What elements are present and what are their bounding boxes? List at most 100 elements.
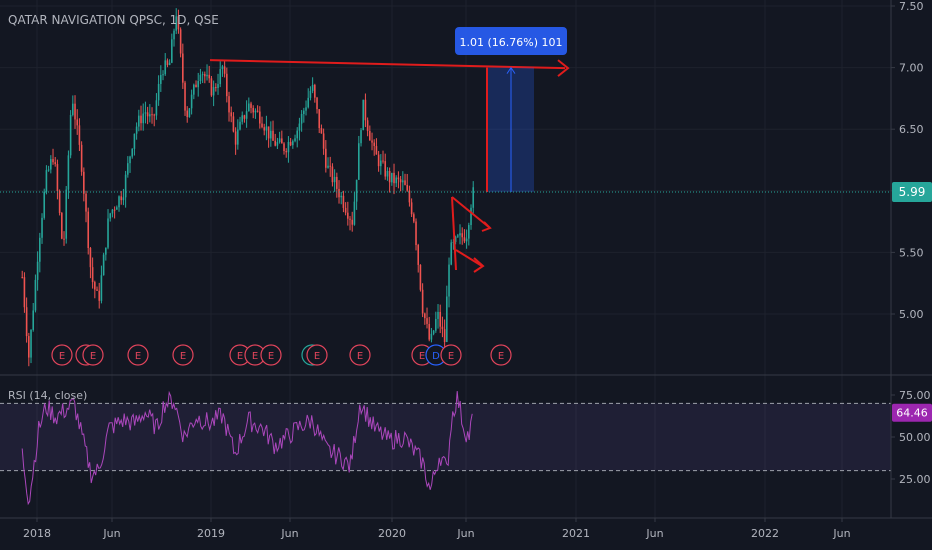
candle-body — [102, 254, 105, 276]
candle-body — [76, 119, 79, 126]
rsi-polyline — [21, 390, 473, 506]
last-price-badge — [892, 182, 932, 203]
earnings-marker-label: E — [357, 351, 363, 362]
candle-body — [325, 148, 327, 168]
candle-body — [391, 172, 393, 183]
candle-body — [52, 159, 54, 163]
candle-body — [338, 188, 340, 198]
candle-body — [281, 138, 283, 144]
measure-tool — [486, 66, 534, 193]
candle-body — [195, 84, 197, 88]
wedge-left-line — [451, 196, 457, 271]
candle-body — [265, 126, 268, 131]
candle-body — [435, 318, 437, 331]
candle-body — [283, 143, 285, 152]
candle-body — [248, 103, 250, 112]
candle-body — [468, 225, 470, 239]
candle-body — [32, 310, 35, 330]
candle-body — [21, 277, 24, 279]
candle-body — [30, 329, 32, 358]
candle-body — [100, 275, 103, 301]
candle-body — [362, 99, 365, 131]
candle-body — [270, 130, 272, 139]
resistance-arrow-line — [209, 59, 570, 77]
candle-body — [426, 318, 428, 324]
candle-body — [267, 126, 270, 139]
candle-body — [369, 130, 371, 141]
candle-body — [45, 170, 48, 192]
candle-body — [364, 99, 367, 121]
candle-body — [366, 120, 369, 131]
candle-body — [342, 195, 345, 208]
candle-body — [397, 177, 400, 180]
candle-body — [318, 109, 321, 129]
time-tick-label: 2018 — [23, 527, 51, 540]
candle-body — [212, 87, 215, 96]
price-tick-label: 6.50 — [899, 123, 924, 136]
candle-body — [179, 29, 182, 54]
candle-body — [296, 130, 299, 139]
candle-body — [107, 218, 109, 248]
candle-body — [386, 170, 389, 177]
candle-body — [56, 164, 59, 191]
candle-body — [470, 207, 472, 226]
candle-body — [232, 116, 235, 132]
candle-body — [327, 165, 329, 168]
candle-body — [263, 127, 266, 131]
earnings-marker — [127, 344, 149, 366]
resistance-line — [209, 59, 566, 70]
candle-body — [133, 133, 136, 149]
candle-body — [358, 143, 360, 180]
candle-body — [43, 191, 46, 218]
earnings-marker — [440, 344, 462, 366]
candle-body — [184, 82, 186, 111]
candle-body — [197, 81, 200, 88]
candle-body — [347, 212, 349, 219]
candle-body — [63, 238, 65, 240]
candle-body — [186, 110, 189, 118]
candle-body — [61, 212, 63, 239]
candlestick-series — [21, 8, 475, 367]
candle-body — [58, 190, 61, 213]
earnings-marker — [82, 344, 104, 366]
candle-body — [217, 84, 219, 89]
candle-body — [437, 311, 439, 319]
candle-body — [208, 74, 211, 79]
candle-body — [131, 148, 134, 157]
candle-body — [245, 111, 248, 119]
candle-body — [322, 133, 325, 149]
candle-body — [259, 111, 261, 124]
earnings-marker-label: E — [90, 351, 96, 362]
candle-body — [47, 169, 50, 171]
candle-body — [215, 87, 217, 89]
candle-body — [377, 154, 380, 167]
earnings-marker-label: E — [252, 351, 258, 362]
rsi-line — [21, 390, 473, 506]
wedge-pattern-arrows — [451, 196, 492, 273]
candle-body — [373, 142, 376, 146]
candle-body — [272, 130, 274, 141]
earnings-marker-label: D — [432, 351, 440, 362]
candle-body — [239, 121, 241, 130]
candle-body — [395, 177, 398, 184]
time-tick-label: Jun — [832, 527, 850, 540]
candle-body — [408, 190, 411, 203]
earnings-marker-label: E — [180, 351, 186, 362]
candle-body — [349, 218, 351, 220]
candle-body — [109, 213, 112, 219]
price-tick-label: 5.00 — [899, 308, 924, 321]
candle-body — [289, 141, 292, 146]
candle-body — [39, 237, 41, 262]
candle-body — [204, 74, 206, 77]
candle-body — [206, 74, 208, 77]
candle-body — [424, 313, 426, 319]
candle-body — [415, 221, 417, 246]
candle-body — [384, 161, 387, 177]
candle-body — [432, 330, 435, 334]
earnings-marker — [349, 344, 371, 366]
time-tick-label: 2020 — [378, 527, 406, 540]
wedge-upper-arrowhead — [481, 221, 492, 232]
candle-body — [168, 62, 171, 65]
candle-body — [439, 311, 442, 327]
